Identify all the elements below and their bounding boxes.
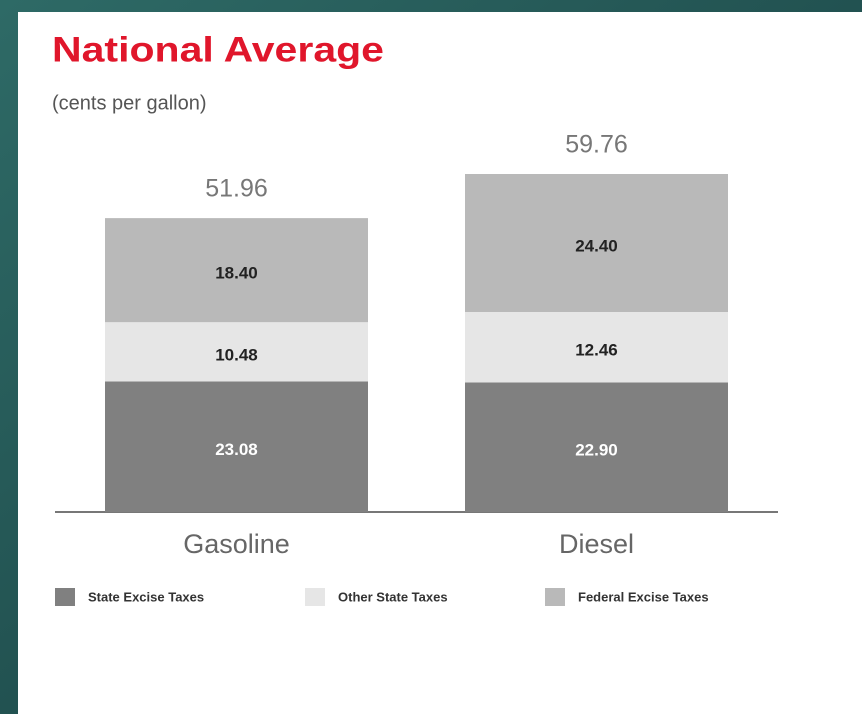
data-label: 12.46 [575, 341, 618, 360]
data-label: 22.90 [575, 441, 618, 460]
legend-label: Federal Excise Taxes [578, 589, 709, 604]
bar-segment [465, 382, 728, 512]
total-label: 51.96 [205, 175, 268, 203]
legend-swatch [305, 588, 325, 606]
bar-segment [105, 218, 368, 323]
data-label: 10.48 [215, 345, 258, 364]
legend-label: State Excise Taxes [88, 589, 204, 604]
bar-segment [105, 381, 368, 512]
bar-segment [465, 312, 728, 383]
bar-segment [105, 322, 368, 382]
data-label: 24.40 [575, 236, 618, 255]
chart-title: National Average [52, 30, 384, 69]
legend-label: Other State Taxes [338, 589, 448, 604]
data-label: 23.08 [215, 440, 258, 459]
legend-swatch [545, 588, 565, 606]
bar-segment [465, 174, 728, 313]
chart-subtitle: (cents per gallon) [52, 92, 207, 114]
x-tick-label: Gasoline [183, 529, 290, 559]
data-label: 18.40 [215, 264, 258, 283]
legend-swatch [55, 588, 75, 606]
total-label: 59.76 [565, 131, 628, 159]
x-tick-label: Diesel [559, 529, 634, 559]
